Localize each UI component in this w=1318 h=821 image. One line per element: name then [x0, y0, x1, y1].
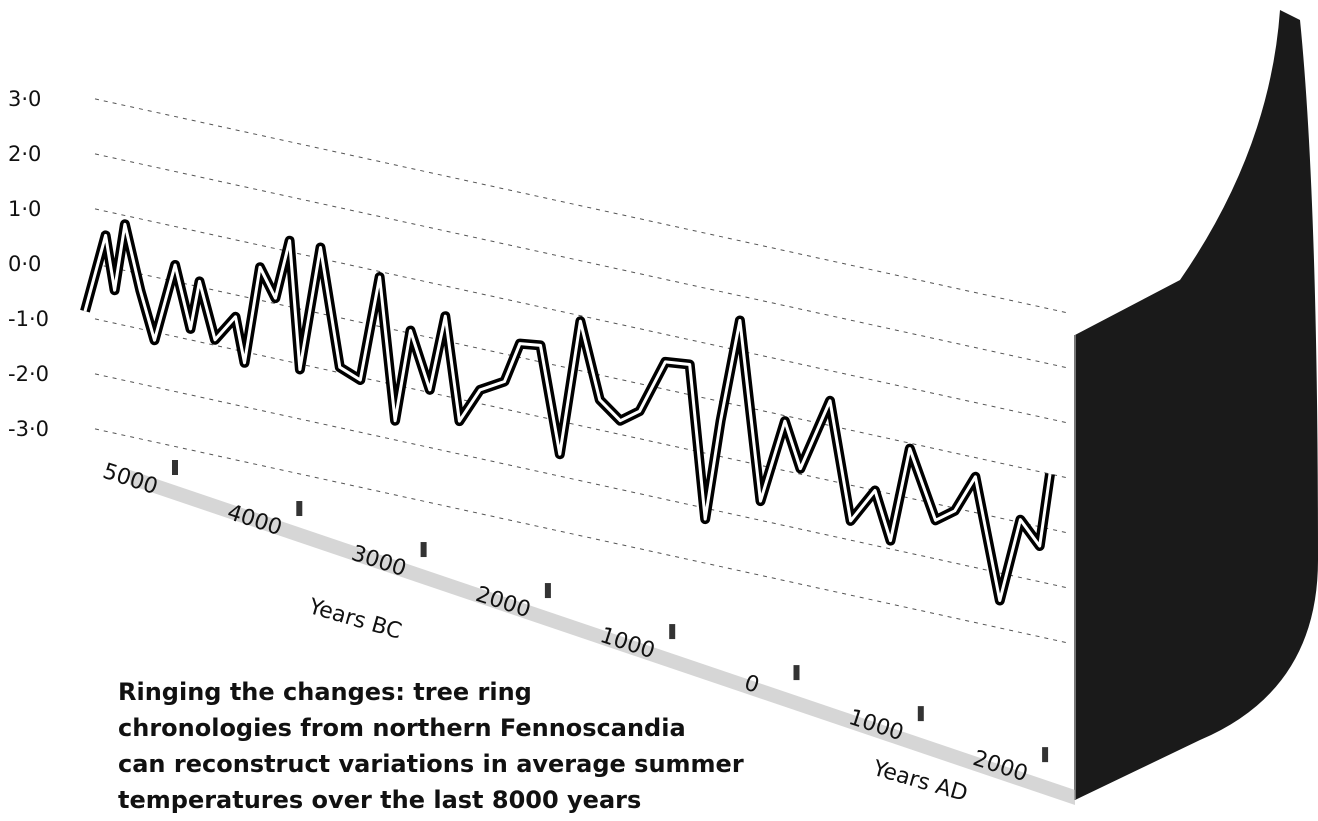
grid-line [95, 99, 1070, 314]
x-axis-label: Years BC [305, 594, 404, 645]
data-line-inner [85, 224, 1050, 600]
x-tick-label: 2000 [473, 582, 534, 623]
y-tick-label: -1·0 [8, 307, 49, 331]
caption-line: chronologies from northern Fennoscandia [118, 714, 686, 742]
grid-line [95, 429, 1070, 644]
x-tick-label: 3000 [348, 541, 409, 582]
caption-line: can reconstruct variations in average su… [118, 750, 744, 778]
grid-line [95, 209, 1070, 424]
caption-line: Ringing the changes: tree ring [118, 678, 532, 706]
grid-line [95, 264, 1070, 479]
x-tick-label: 1000 [597, 623, 658, 664]
x-tick-label: 5000 [100, 459, 161, 500]
y-tick-label: 3·0 [8, 87, 41, 111]
y-tick-label: 2·0 [8, 142, 41, 166]
x-tick-label: 1000 [845, 705, 906, 746]
caption: Ringing the changes: tree ring chronologi… [118, 678, 744, 814]
tree-trunk [1075, 10, 1318, 800]
y-tick-label: -3·0 [8, 417, 49, 441]
x-tick-label: 2000 [970, 746, 1031, 787]
chart: Ringing the changes: tree ring chronologi… [0, 0, 1318, 821]
y-tick-label: -2·0 [8, 362, 49, 386]
y-tick-label: 1·0 [8, 197, 41, 221]
y-tick-label: 0·0 [8, 252, 41, 276]
x-tick-label: 4000 [224, 500, 285, 541]
caption-line: temperatures over the last 8000 years [118, 786, 641, 814]
